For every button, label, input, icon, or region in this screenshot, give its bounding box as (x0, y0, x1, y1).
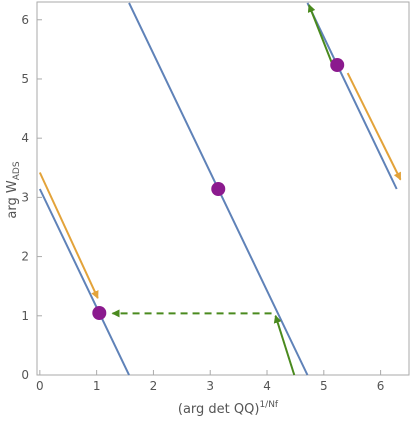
plot-frame (36, 1, 410, 376)
x-tick-label: 3 (206, 379, 214, 393)
solid-arrow (38, 172, 99, 299)
series-line (38, 188, 130, 376)
solid-arrow (273, 314, 296, 376)
y-tick-label: 4 (21, 131, 29, 145)
points (92, 57, 345, 320)
y-ticks: 0 1 2 3 4 5 6 (21, 13, 42, 382)
x-tick-label: 4 (263, 379, 271, 393)
y-axis-title-main: arg W (5, 180, 20, 218)
x-tick-label: 0 (36, 379, 44, 393)
y-tick-label: 2 (21, 250, 29, 264)
y-axis-title-sub: ADS (12, 161, 22, 180)
x-tick-label: 5 (320, 379, 328, 393)
series-line (306, 2, 398, 190)
x-tick-label: 6 (377, 379, 385, 393)
x-tick-label: 2 (150, 379, 158, 393)
solid-arrow (346, 72, 402, 181)
data-point (92, 305, 107, 320)
x-ticks: 0 1 2 3 4 5 6 (36, 370, 384, 393)
y-tick-label: 5 (21, 72, 29, 86)
data-point (211, 181, 226, 196)
y-tick-label: 3 (21, 190, 29, 204)
x-axis-title-sup: 1/Nf (259, 400, 278, 410)
y-axis-title: arg WADS (5, 161, 22, 218)
data-point (330, 57, 345, 72)
y-tick-label: 0 (21, 368, 29, 382)
x-axis-title: (arg det QQ)1/Nf (178, 400, 279, 417)
arrows (38, 4, 402, 376)
x-tick-label: 1 (93, 379, 101, 393)
solid-arrow (307, 4, 334, 65)
y-tick-label: 6 (21, 13, 29, 27)
y-tick-label: 1 (21, 309, 29, 323)
x-axis-title-main: (arg det QQ) (178, 402, 260, 417)
